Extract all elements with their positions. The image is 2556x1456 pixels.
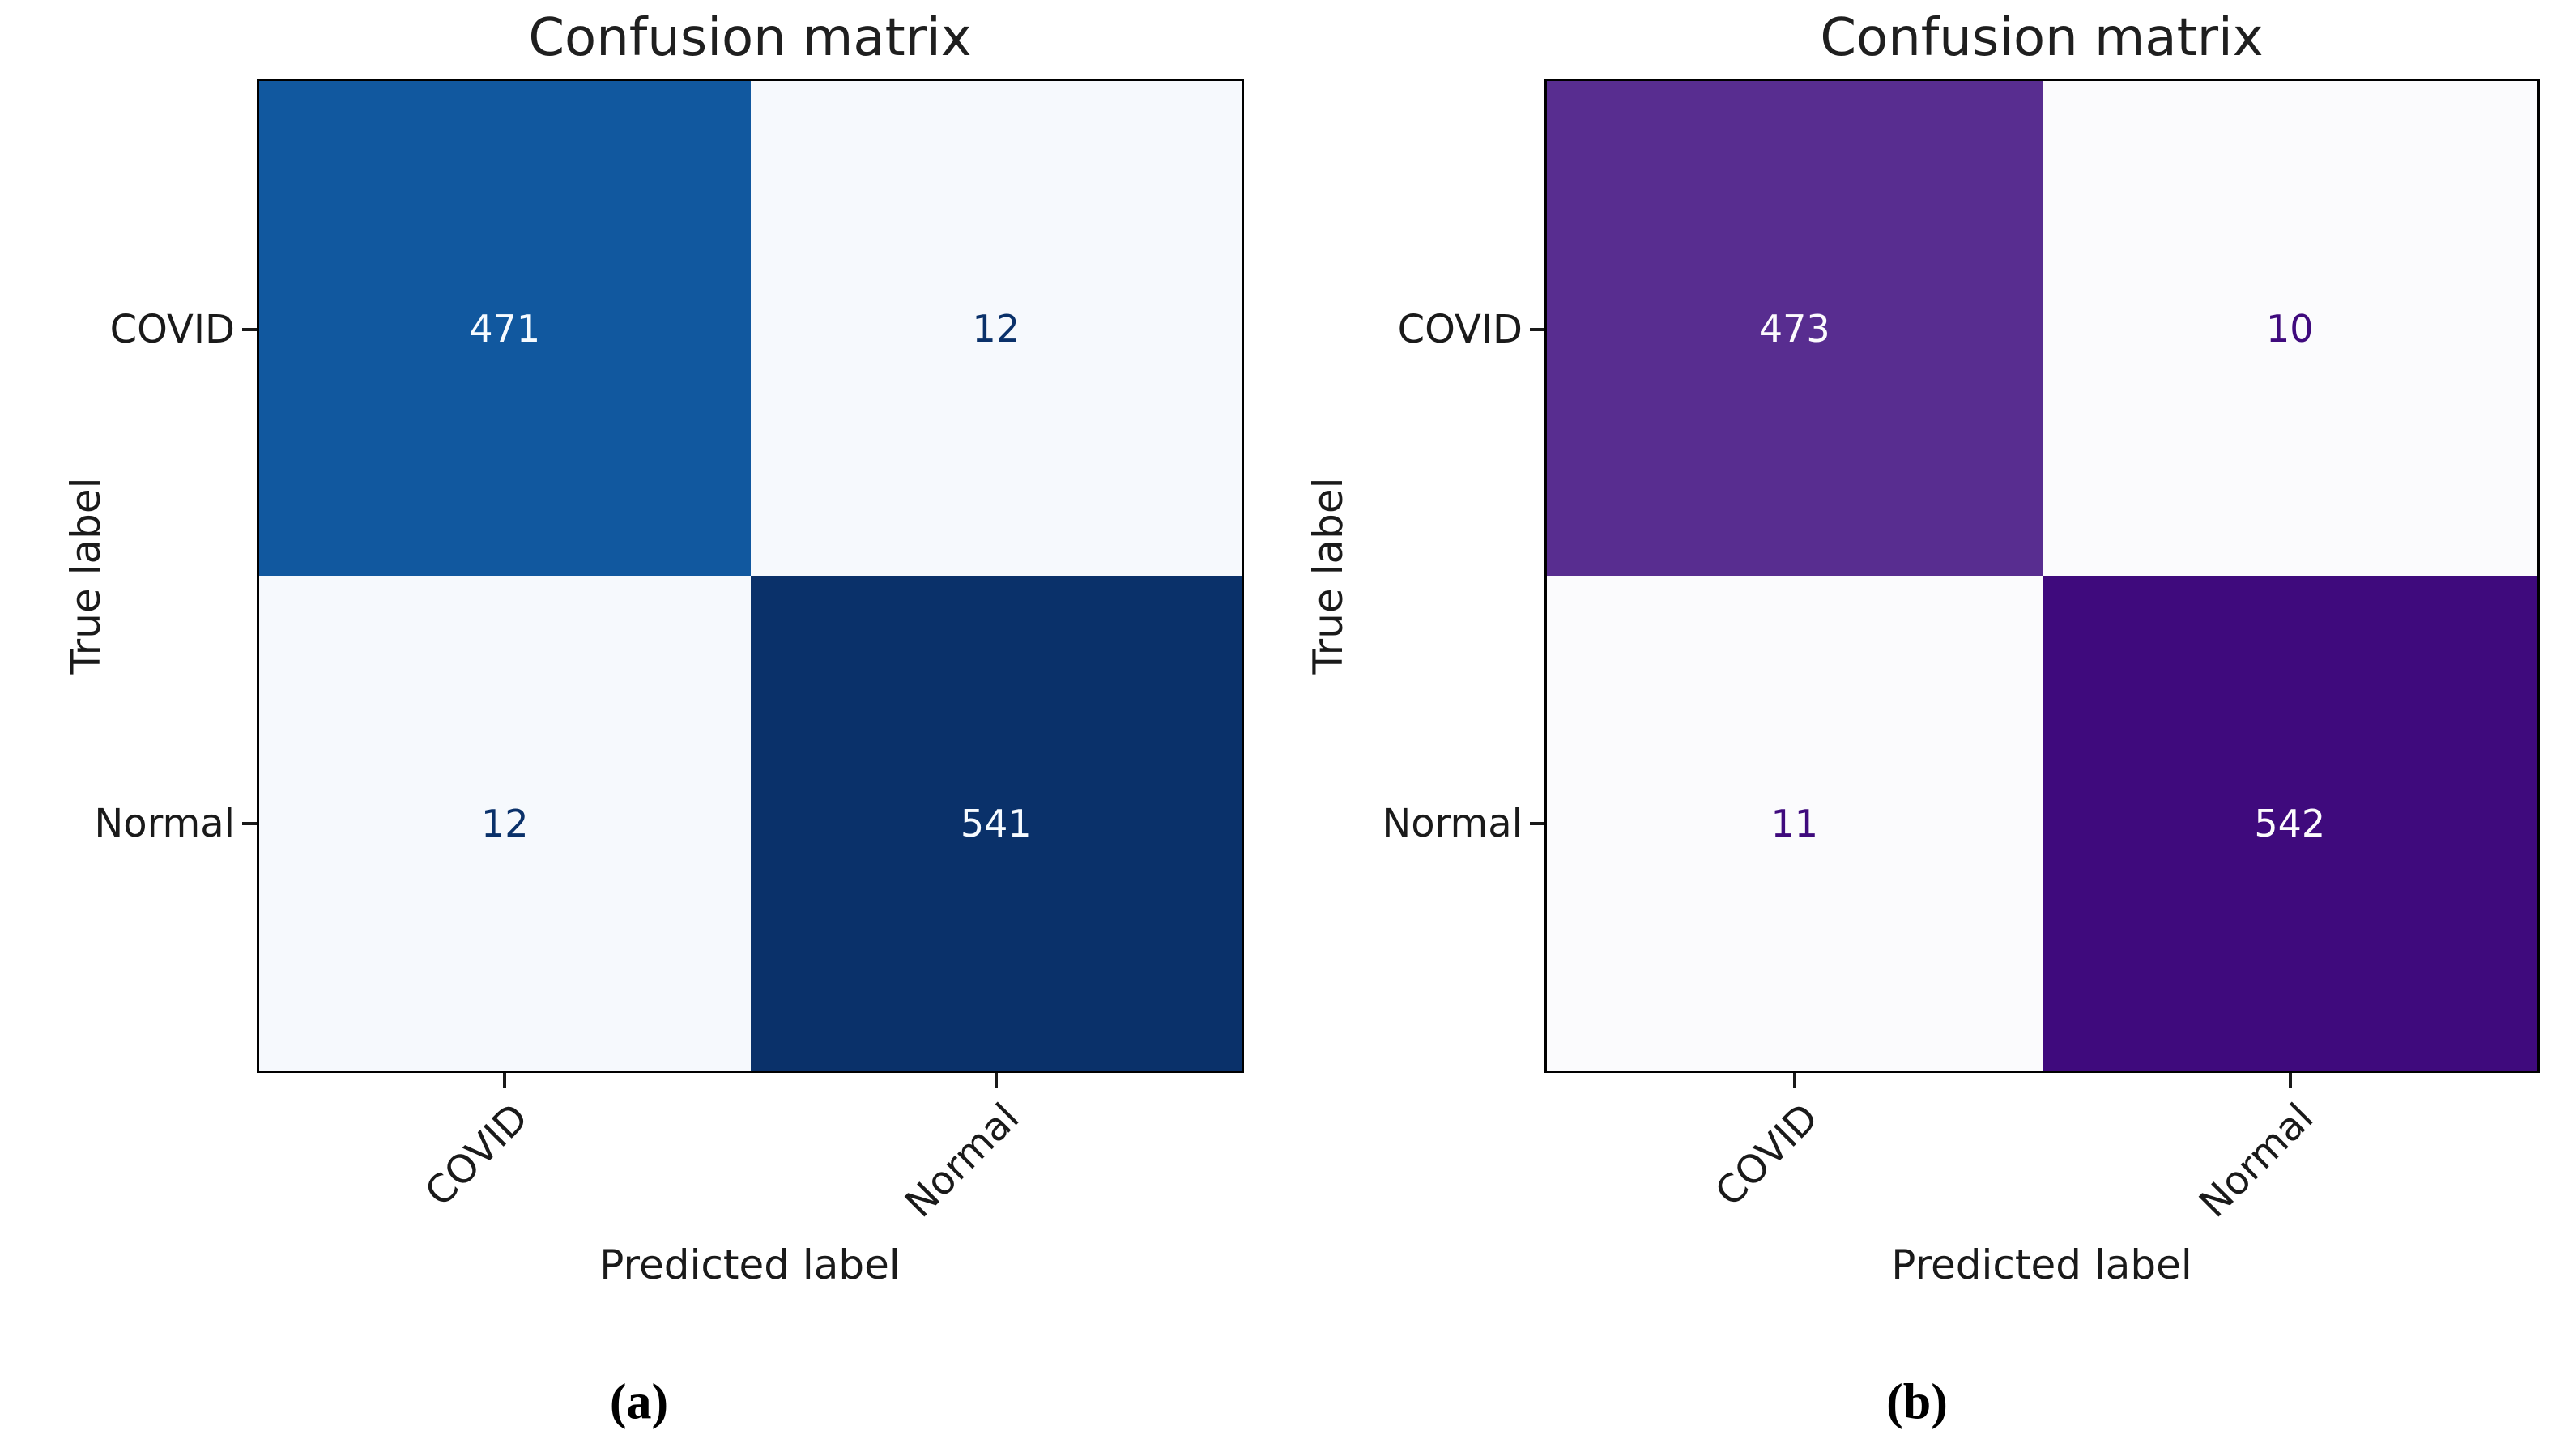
panel-a-cell-true-normal-pred-covid: 12 [259,576,751,1071]
panel-a-ytick-normal: Normal [94,801,235,846]
panel-a-ytick-mark-2 [242,822,257,825]
panel-b-cell-true-covid-pred-normal: 10 [2042,81,2537,576]
panel-a-xtick-normal-label: Normal [897,1095,1029,1227]
panel-b-ytick-mark-1 [1530,328,1544,331]
panel-a-xtick-mark-2 [995,1073,998,1088]
panel-b-xtick-mark-1 [1793,1073,1796,1088]
panel-b-title: Confusion matrix [1820,8,2264,68]
panel-a-heatmap: 471 12 12 541 [257,79,1244,1073]
panel-a-cell-true-covid-pred-normal: 12 [750,81,1242,576]
panel-a-cell-true-covid-pred-covid: 471 [259,81,751,576]
panel-a-cell-true-normal-pred-normal: 541 [750,576,1242,1071]
panel-b-ytick-normal: Normal [1382,801,1523,846]
panel-b-ytick-covid: COVID [1397,307,1523,352]
panel-b-cell-true-normal-pred-normal: 542 [2042,576,2537,1071]
panel-b-caption: (b) [1886,1374,1948,1430]
panel-a-xtick-mark-1 [503,1073,506,1088]
panel-b-xtick-covid-label: COVID [1706,1095,1827,1215]
panel-a-ytick-covid: COVID [109,307,235,352]
panel-a-y-axis-label: True label [62,477,109,675]
panel-b-cell-true-normal-pred-covid: 11 [1547,576,2043,1071]
panel-b-cell-true-covid-pred-covid: 473 [1547,81,2043,576]
panel-b-x-axis-label: Predicted label [1891,1241,2192,1288]
panel-b-heatmap: 473 10 11 542 [1544,79,2540,1073]
panel-a-xtick-covid-label: COVID [415,1095,537,1215]
panel-b-xtick-normal-label: Normal [2191,1095,2323,1227]
panel-a-ytick-mark-1 [242,328,257,331]
panel-a-x-axis-label: Predicted label [599,1241,901,1288]
panel-b-xtick-mark-2 [2289,1073,2292,1088]
panel-b-ytick-mark-2 [1530,822,1544,825]
panel-a-caption: (a) [609,1374,669,1430]
panel-a-title: Confusion matrix [528,8,972,68]
panel-b-y-axis-label: True label [1305,477,1352,675]
